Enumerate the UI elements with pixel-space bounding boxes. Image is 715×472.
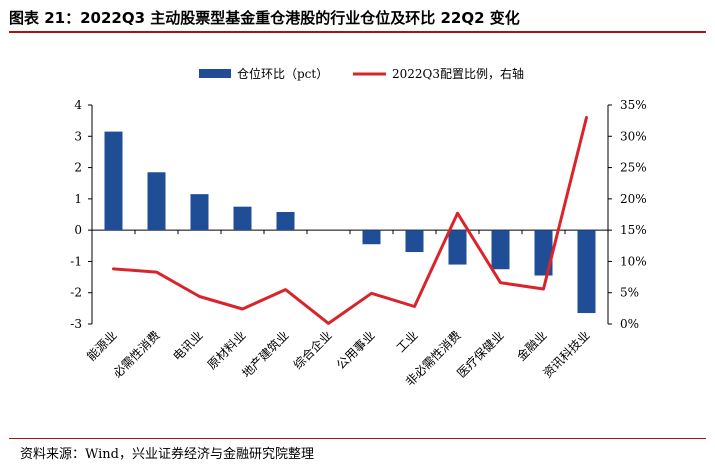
bar-5 <box>276 211 295 231</box>
bar-7 <box>362 230 381 245</box>
y-tick-label-right: 30% <box>620 129 647 143</box>
y-tick-label-left: 1 <box>74 192 82 206</box>
title-divider <box>9 31 706 33</box>
x-tick-label: 金融业 <box>514 328 550 364</box>
y-tick-label-right: 10% <box>620 254 647 268</box>
y-tick-label-right: 35% <box>620 98 647 112</box>
bar-9 <box>448 230 467 265</box>
legend-label-bar: 仓位环比（pct） <box>237 66 328 81</box>
x-tick-label: 必需性消费 <box>110 328 162 380</box>
x-tick-label: 综合企业 <box>290 328 335 373</box>
y-tick-label-left: 0 <box>74 223 82 237</box>
bar-11 <box>534 230 553 276</box>
source-note: 资料来源：Wind，兴业证券经济与金融研究院整理 <box>20 447 314 462</box>
y-tick-label-left: -3 <box>70 317 82 331</box>
y-tick-label-right: 15% <box>620 223 647 237</box>
x-tick-label: 工业 <box>394 328 421 355</box>
line-series <box>112 116 588 325</box>
x-tick-label: 能源业 <box>84 328 119 363</box>
bar-4 <box>233 206 252 231</box>
bar-1 <box>104 131 123 231</box>
x-tick-label: 地产建筑业 <box>239 328 292 381</box>
x-tick-label: 公用事业 <box>334 328 378 372</box>
x-tick-label: 医疗保健业 <box>454 328 506 380</box>
y-tick-label-left: 4 <box>74 98 82 112</box>
bar-3 <box>190 194 209 231</box>
x-tick-label: 原材料业 <box>205 328 249 372</box>
chart-title-bar: 图表 21：2022Q3 主动股票型基金重仓港股的行业仓位及环比 22Q2 变化 <box>9 3 706 29</box>
source-divider <box>9 438 706 439</box>
y-tick-label-left: -1 <box>70 254 82 268</box>
legend-label-line: 2022Q3配置比例，右轴 <box>392 66 524 81</box>
bar-10 <box>491 230 510 270</box>
chart-title: 图表 21：2022Q3 主动股票型基金重仓港股的行业仓位及环比 22Q2 变化 <box>9 9 520 27</box>
y-tick-label-right: 0% <box>620 317 639 331</box>
y-tick-label-left: 3 <box>74 129 82 143</box>
y-tick-label-right: 5% <box>620 286 639 300</box>
x-tick-label: 电讯业 <box>170 328 205 363</box>
bar-12 <box>577 230 596 314</box>
y-tick-label-left: -2 <box>70 286 82 300</box>
chart-svg: -3 -2 -1 0 1 2 3 4 0% 5% 10% 15% 20% 25% 30% 35% 能源业必需性消… <box>70 66 647 389</box>
bar-8 <box>405 230 424 253</box>
y-tick-label-right: 20% <box>620 192 647 206</box>
legend-swatch-bar <box>199 69 231 78</box>
y-tick-label-left: 2 <box>74 161 82 175</box>
y-tick-label-right: 25% <box>620 161 647 175</box>
bar-2 <box>147 172 166 231</box>
x-tick-label: 资讯科技业 <box>540 328 592 380</box>
